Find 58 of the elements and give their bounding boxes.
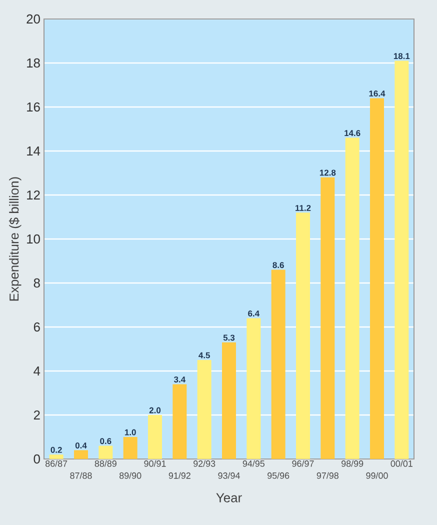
y-tick-label: 2 <box>34 410 40 420</box>
bar <box>172 384 187 459</box>
data-label: 0.2 <box>50 446 62 453</box>
x-tick-label: 87/88 <box>70 472 92 479</box>
x-tick-label: 97/98 <box>316 472 338 479</box>
y-tick-label: 10 <box>27 234 40 244</box>
data-label: 14.6 <box>344 130 360 136</box>
y-tick-label: 14 <box>27 146 40 156</box>
bar <box>296 212 310 459</box>
bar <box>345 138 360 459</box>
data-label: 16.4 <box>369 90 386 96</box>
x-tick-label: 89/90 <box>120 472 142 479</box>
bar <box>123 436 138 459</box>
x-tick-label: 90/91 <box>144 460 166 467</box>
x-tick-label: 98/99 <box>342 460 364 467</box>
data-label: 6.4 <box>248 310 260 316</box>
y-tick-label: 18 <box>27 58 40 68</box>
y-tick-label: 4 <box>34 366 40 376</box>
y-tick-label: 8 <box>34 278 40 288</box>
data-label: 2.0 <box>149 407 161 414</box>
x-tick-label: 00/01 <box>390 460 412 467</box>
y-tick-label: 12 <box>27 190 40 200</box>
data-label: 11.2 <box>296 204 311 211</box>
x-axis-title: Year <box>216 493 242 502</box>
x-tick-label: 96/97 <box>292 460 314 467</box>
bar <box>394 60 409 459</box>
data-label: 4.5 <box>198 352 210 358</box>
data-label: 0.4 <box>75 442 87 448</box>
bar <box>246 318 261 459</box>
data-label: 1.0 <box>124 429 136 436</box>
x-tick-label: 99/00 <box>366 472 388 479</box>
x-tick-label: 94/95 <box>242 460 265 467</box>
x-tick-label: 95/96 <box>268 472 290 479</box>
data-label: 0.6 <box>100 438 112 444</box>
data-label: 3.4 <box>174 376 186 382</box>
bar <box>222 342 236 459</box>
y-tick-label: 0 <box>34 454 40 464</box>
x-tick-label: 88/89 <box>94 460 116 467</box>
bar <box>98 446 113 459</box>
bar <box>271 270 286 459</box>
y-tick-label: 16 <box>27 102 40 112</box>
x-tick-label: 91/92 <box>168 472 190 479</box>
bar <box>74 450 88 459</box>
x-tick-label: 93/94 <box>218 472 240 479</box>
data-label: 18.1 <box>394 53 410 60</box>
data-label: 8.6 <box>272 262 284 268</box>
x-tick-label: 92/93 <box>194 460 216 467</box>
y-tick-label: 20 <box>26 14 40 24</box>
bar <box>320 177 335 459</box>
data-label: 12.8 <box>320 170 336 176</box>
y-tick-label: 6 <box>34 322 40 332</box>
y-axis-title: Expenditure ($ billion) <box>8 177 22 301</box>
bar <box>197 360 212 459</box>
x-tick-label: 86/87 <box>46 460 68 467</box>
bar <box>49 454 64 459</box>
bar <box>148 414 162 459</box>
data-label: 5.3 <box>223 334 235 341</box>
bar <box>370 98 384 459</box>
